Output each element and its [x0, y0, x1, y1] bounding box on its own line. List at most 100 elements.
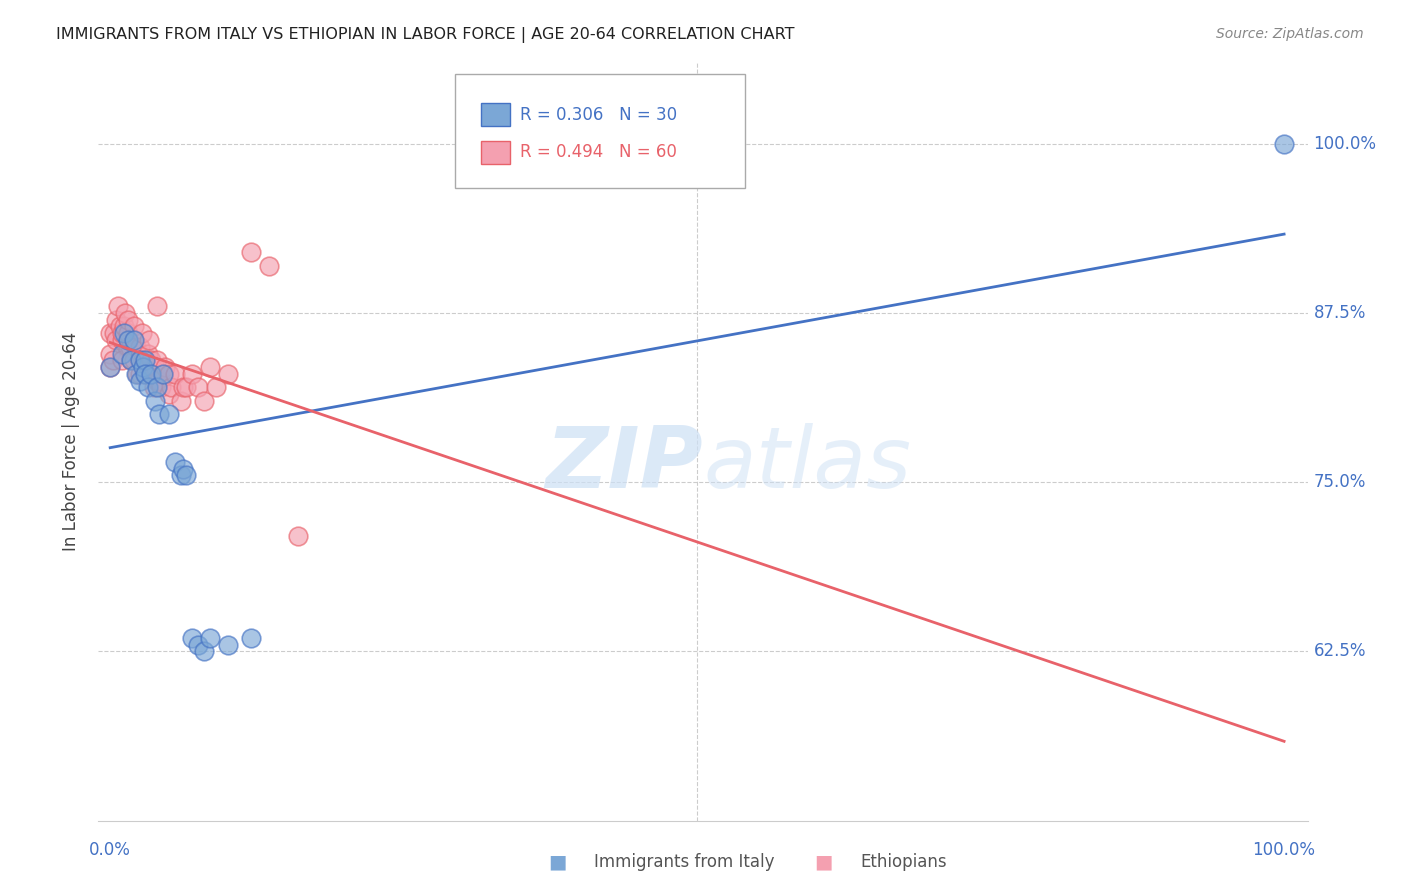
Text: atlas: atlas [703, 423, 911, 506]
Point [141, 367, 163, 381]
Point [107, 299, 129, 313]
Point [163, 367, 186, 381]
Point [120, 353, 142, 368]
Point [163, 455, 186, 469]
Point [98, 360, 121, 375]
Point [120, 340, 142, 354]
Point [169, 468, 191, 483]
Point [122, 333, 145, 347]
Point [149, 380, 172, 394]
Point [117, 326, 139, 341]
Point [134, 353, 156, 368]
Point [198, 360, 221, 375]
Text: Source: ZipAtlas.com: Source: ZipAtlas.com [1216, 27, 1364, 41]
Point [146, 374, 169, 388]
Point [127, 367, 149, 381]
Point [105, 312, 128, 326]
Text: R = 0.494   N = 60: R = 0.494 N = 60 [520, 144, 678, 161]
Point [240, 244, 263, 259]
Point [117, 340, 139, 354]
Point [134, 367, 156, 381]
Text: ZIP: ZIP [546, 423, 703, 506]
Point [122, 353, 145, 368]
Point [187, 638, 209, 652]
Point [1272, 136, 1295, 151]
Point [146, 380, 169, 394]
Point [146, 353, 169, 368]
Point [101, 353, 124, 368]
Point [160, 380, 183, 394]
Point [131, 326, 153, 341]
Point [128, 367, 150, 381]
Point [157, 408, 180, 422]
Point [128, 374, 150, 388]
Point [148, 374, 170, 388]
Point [108, 319, 131, 334]
Point [217, 367, 239, 381]
Point [128, 353, 150, 368]
Point [198, 631, 221, 645]
Point [193, 393, 215, 408]
Point [122, 319, 145, 334]
Point [217, 638, 239, 652]
Point [111, 333, 134, 347]
Point [193, 644, 215, 658]
Point [120, 353, 142, 368]
Point [134, 367, 156, 381]
Point [111, 326, 134, 341]
Point [112, 319, 135, 334]
Text: 100.0%: 100.0% [1313, 135, 1376, 153]
Point [122, 333, 145, 347]
Point [98, 346, 121, 360]
Point [155, 360, 177, 375]
FancyBboxPatch shape [481, 103, 509, 126]
Point [132, 360, 155, 375]
Point [112, 326, 135, 341]
Point [132, 353, 155, 368]
FancyBboxPatch shape [481, 141, 509, 164]
Point [134, 353, 156, 368]
Point [287, 529, 309, 543]
Point [136, 380, 159, 394]
Point [176, 380, 198, 394]
Point [125, 340, 148, 354]
Point [204, 380, 226, 394]
Point [138, 333, 160, 347]
Point [142, 380, 165, 394]
Point [181, 631, 204, 645]
Point [187, 380, 209, 394]
Point [172, 380, 194, 394]
Text: 75.0%: 75.0% [1313, 473, 1365, 491]
Point [128, 340, 150, 354]
Point [136, 346, 159, 360]
Point [117, 312, 139, 326]
Text: IMMIGRANTS FROM ITALY VS ETHIOPIAN IN LABOR FORCE | AGE 20-64 CORRELATION CHART: IMMIGRANTS FROM ITALY VS ETHIOPIAN IN LA… [56, 27, 794, 43]
Point [148, 408, 170, 422]
Text: ■: ■ [814, 853, 834, 871]
Point [117, 333, 139, 347]
Point [181, 367, 204, 381]
Point [176, 468, 198, 483]
Point [111, 346, 134, 360]
Text: 62.5%: 62.5% [1313, 642, 1367, 660]
Y-axis label: In Labor Force | Age 20-64: In Labor Force | Age 20-64 [62, 332, 80, 551]
Point [257, 259, 280, 273]
Point [157, 367, 180, 381]
Point [240, 631, 263, 645]
Point [157, 387, 180, 401]
Text: Ethiopians: Ethiopians [860, 854, 946, 871]
Point [143, 360, 166, 375]
Text: Immigrants from Italy: Immigrants from Italy [595, 854, 775, 871]
Point [169, 393, 191, 408]
Point [111, 353, 134, 368]
Point [146, 299, 169, 313]
FancyBboxPatch shape [456, 74, 745, 187]
Point [172, 461, 194, 475]
Point [98, 360, 121, 375]
Point [114, 306, 136, 320]
Text: 0.0%: 0.0% [89, 841, 131, 859]
Point [125, 367, 148, 381]
Point [103, 326, 125, 341]
Point [141, 353, 163, 368]
Text: 87.5%: 87.5% [1313, 304, 1365, 322]
